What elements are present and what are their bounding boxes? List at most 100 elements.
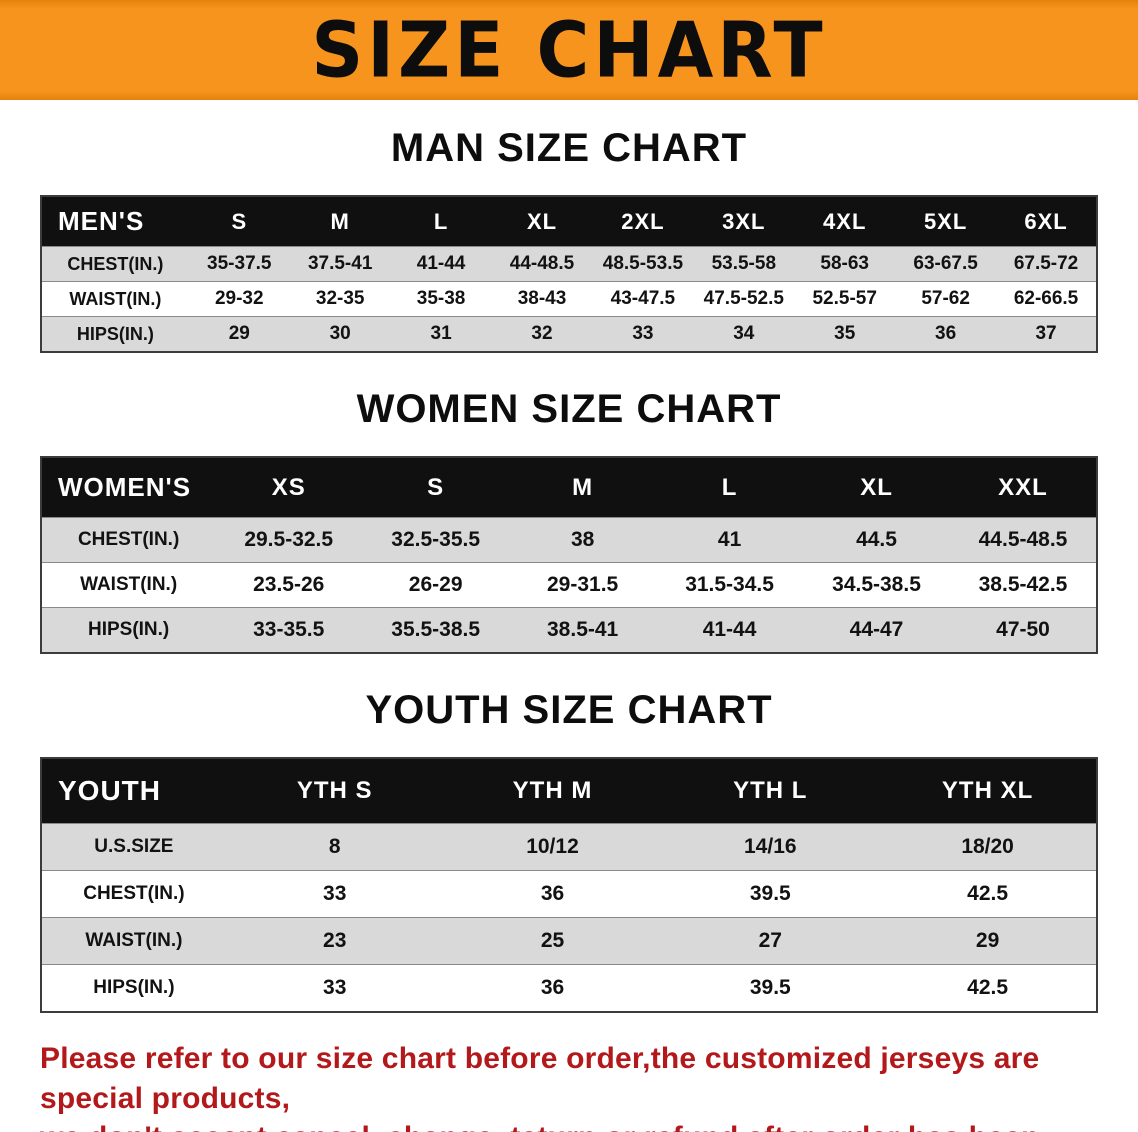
size-header-cell: L	[656, 457, 804, 518]
table-row: HIPS(IN.) 33-35.5 35.5-38.5 38.5-41 41-44 44-…	[41, 607, 1097, 653]
table-row: CHEST(IN.) 33 36 39.5 42.5	[41, 870, 1097, 918]
disclaimer-line: we don't accept cancel, change, teturn o…	[40, 1118, 1098, 1132]
row-label-cell: U.S.SIZE	[41, 823, 226, 871]
youth-size-section: YOUTH SIZE CHART YOUTH YTH S YTH M YTH L YTH…	[0, 688, 1138, 1013]
value-cell: 25	[443, 917, 662, 965]
size-header-cell: YTH XL	[879, 758, 1097, 824]
value-cell: 31	[390, 316, 492, 352]
value-cell: 58-63	[794, 246, 896, 282]
disclaimer: Please refer to our size chart before or…	[40, 1039, 1098, 1132]
value-cell: 42.5	[879, 964, 1097, 1012]
size-header-cell: XL	[491, 196, 593, 247]
table-row: WAIST(IN.) 23 25 27 29	[41, 917, 1097, 965]
value-cell: 67.5-72	[996, 246, 1097, 282]
table-row: CHEST(IN.) 35-37.5 37.5-41 41-44 44-48.5 48.5…	[41, 246, 1097, 282]
size-header-cell: YTH M	[443, 758, 662, 824]
table-header-row: YOUTH YTH S YTH M YTH L YTH XL	[41, 758, 1097, 824]
value-cell: 39.5	[661, 870, 880, 918]
disclaimer-line: Please refer to our size chart before or…	[40, 1042, 1040, 1115]
value-cell: 23	[225, 917, 444, 965]
women-size-table: WOMEN'S XS S M L XL XXL CHEST(IN.) 29.5-32.5 32.5…	[40, 456, 1098, 654]
row-label-cell: CHEST(IN.)	[41, 870, 226, 918]
value-cell: 29	[188, 316, 290, 352]
women-section-heading: WOMEN SIZE CHART	[356, 387, 782, 431]
size-header-cell: XXL	[950, 457, 1097, 518]
youth-size-table: YOUTH YTH S YTH M YTH L YTH XL U.S.SIZE 8 10/12…	[40, 757, 1098, 1013]
value-cell: 29.5-32.5	[215, 517, 363, 563]
value-cell: 23.5-26	[215, 562, 363, 608]
value-cell: 35-38	[390, 281, 492, 317]
men-section-heading: MAN SIZE CHART	[390, 126, 748, 170]
row-label-cell: CHEST(IN.)	[41, 517, 216, 563]
value-cell: 36	[895, 316, 997, 352]
table-row: WAIST(IN.) 23.5-26 26-29 29-31.5 31.5-34.5 34…	[41, 562, 1097, 608]
value-cell: 38	[509, 517, 657, 563]
value-cell: 27	[661, 917, 880, 965]
value-cell: 34	[693, 316, 795, 352]
size-header-cell: S	[362, 457, 510, 518]
row-label-cell: WAIST(IN.)	[41, 281, 189, 317]
value-cell: 36	[443, 964, 662, 1012]
row-label-cell: HIPS(IN.)	[41, 316, 189, 352]
men-size-table: MEN'S S M L XL 2XL 3XL 4XL 5XL 6XL CHEST(IN.) 35-37…	[40, 195, 1098, 353]
size-header-cell: 5XL	[895, 196, 997, 247]
value-cell: 39.5	[661, 964, 880, 1012]
row-label-cell: CHEST(IN.)	[41, 246, 189, 282]
table-row: HIPS(IN.) 29 30 31 32 33 34 35 36 37	[41, 316, 1097, 352]
value-cell: 44-48.5	[491, 246, 593, 282]
table-header-row: MEN'S S M L XL 2XL 3XL 4XL 5XL 6XL	[41, 196, 1097, 247]
value-cell: 47.5-52.5	[693, 281, 795, 317]
value-cell: 38.5-42.5	[950, 562, 1097, 608]
value-cell: 33	[225, 964, 444, 1012]
value-cell: 32	[491, 316, 593, 352]
table-row: WAIST(IN.) 29-32 32-35 35-38 38-43 43-47.5 47.…	[41, 281, 1097, 317]
size-header-cell: 4XL	[794, 196, 896, 247]
value-cell: 43-47.5	[592, 281, 694, 317]
value-cell: 36	[443, 870, 662, 918]
value-cell: 33	[592, 316, 694, 352]
value-cell: 30	[289, 316, 391, 352]
value-cell: 41-44	[390, 246, 492, 282]
value-cell: 29	[879, 917, 1097, 965]
women-size-section: WOMEN SIZE CHART WOMEN'S XS S M L XL XXL CHEST(…	[0, 387, 1138, 654]
value-cell: 29-32	[188, 281, 290, 317]
youth-section-heading: YOUTH SIZE CHART	[365, 688, 773, 732]
men-size-section: MAN SIZE CHART MEN'S S M L XL 2XL 3XL 4XL 5XL 6XL…	[0, 126, 1138, 353]
size-chart-banner: SIZE CHART	[0, 0, 1138, 100]
size-header-cell: 6XL	[996, 196, 1097, 247]
value-cell: 8	[225, 823, 444, 871]
size-header-cell: XS	[215, 457, 363, 518]
value-cell: 48.5-53.5	[592, 246, 694, 282]
value-cell: 10/12	[443, 823, 662, 871]
row-label-cell: WAIST(IN.)	[41, 917, 226, 965]
table-row: CHEST(IN.) 29.5-32.5 32.5-35.5 38 41 44.5 44.5…	[41, 517, 1097, 563]
value-cell: 32.5-35.5	[362, 517, 510, 563]
value-cell: 37	[996, 316, 1097, 352]
value-cell: 53.5-58	[693, 246, 795, 282]
value-cell: 37.5-41	[289, 246, 391, 282]
value-cell: 35	[794, 316, 896, 352]
size-header-cell: 3XL	[693, 196, 795, 247]
value-cell: 44.5-48.5	[950, 517, 1097, 563]
table-row: U.S.SIZE 8 10/12 14/16 18/20	[41, 823, 1097, 871]
value-cell: 57-62	[895, 281, 997, 317]
value-cell: 35.5-38.5	[362, 607, 510, 653]
value-cell: 31.5-34.5	[656, 562, 804, 608]
value-cell: 44.5	[803, 517, 950, 563]
size-header-cell: 2XL	[592, 196, 694, 247]
value-cell: 34.5-38.5	[803, 562, 950, 608]
size-header-cell: S	[188, 196, 290, 247]
size-header-cell: XL	[803, 457, 950, 518]
size-header-cell: YTH S	[225, 758, 444, 824]
value-cell: 32-35	[289, 281, 391, 317]
table-title-cell: MEN'S	[41, 196, 189, 247]
table-header-row: WOMEN'S XS S M L XL XXL	[41, 457, 1097, 518]
value-cell: 29-31.5	[509, 562, 657, 608]
value-cell: 33	[225, 870, 444, 918]
table-title-cell: WOMEN'S	[41, 457, 216, 518]
value-cell: 44-47	[803, 607, 950, 653]
table-row: HIPS(IN.) 33 36 39.5 42.5	[41, 964, 1097, 1012]
size-header-cell: YTH L	[661, 758, 880, 824]
value-cell: 47-50	[950, 607, 1097, 653]
page-title: SIZE CHART	[311, 5, 827, 95]
